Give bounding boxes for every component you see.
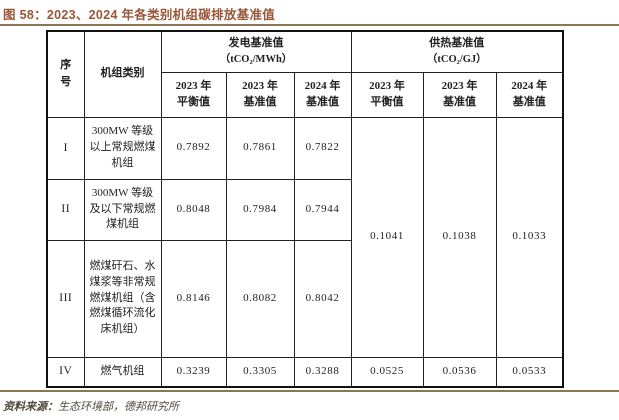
header-cell-index: 序号 xyxy=(46,30,85,118)
value-gen-2023-benchmark: 0.7861 xyxy=(225,116,295,180)
subheader-year: 2023 年 xyxy=(369,79,405,92)
source-text: 生态环境部，德邦研究所 xyxy=(58,401,179,413)
subheader-year: 2024 年 xyxy=(304,79,341,92)
subheader-year: 2023 年 xyxy=(441,79,478,92)
value-gen-2023-benchmark: 0.3305 xyxy=(225,356,295,388)
header-cell-heat-2023-benchmark: 2023 年 基准值 xyxy=(422,71,497,118)
source-note: 资料来源：生态环境部，德邦研究所 xyxy=(3,398,179,414)
header-cell-heating-group: 供热基准值 （tCO₂/GJ） xyxy=(350,30,564,73)
top-rule-line xyxy=(0,24,619,26)
table-row-2: II 300MW 等级及以下常规燃煤机组 0.8048 0.7984 0.794… xyxy=(46,178,563,241)
value-gen-2024-benchmark: 0.7944 xyxy=(293,178,352,241)
subheader-label: 平衡值 xyxy=(370,95,404,108)
table-row-1: I 300MW 等级以上常规燃煤机组 0.7892 0.7861 0.7822 … xyxy=(46,116,564,358)
value-gen-2023-balance: 0.3239 xyxy=(160,356,227,388)
unit-category: 300MW 等级及以下常规燃煤机组 xyxy=(83,178,162,241)
subheader-year: 2024 年 xyxy=(511,79,548,92)
value-gen-2023-benchmark: 0.7984 xyxy=(225,178,295,241)
value-gen-2023-benchmark: 0.8082 xyxy=(225,239,295,358)
subheader-label: 基准值 xyxy=(512,95,546,108)
figure-title: 图 58：2023、2024 年各类别机组碳排放基准值 xyxy=(3,8,276,22)
heating-group-unit: （tCO₂/GJ） xyxy=(426,54,487,66)
value-gen-2023-balance: 0.7892 xyxy=(160,116,227,180)
value-heat-2024-benchmark: 0.0533 xyxy=(495,356,564,388)
subheader-label: 基准值 xyxy=(243,95,277,108)
subheader-label: 基准值 xyxy=(306,95,339,108)
row-index: III xyxy=(46,239,85,358)
row-index: IV xyxy=(46,356,85,388)
unit-category: 300MW 等级以上常规燃煤机组 xyxy=(83,116,162,180)
header-row-years: 2023 年 平衡值 2023 年 基准值 2024 年 基准值 2023 年 … xyxy=(47,71,564,118)
value-gen-2024-benchmark: 0.3288 xyxy=(293,356,352,388)
header-cell-category: 机组类别 xyxy=(83,30,162,118)
value-heat-2023-benchmark: 0.0536 xyxy=(422,356,497,388)
header-row-groups: 序号 机组类别 发电基准值 （tCO₂/MWh） 供热基准值 （tCO₂/GJ） xyxy=(46,30,564,118)
row-index: I xyxy=(46,116,85,180)
header-cell-gen-2023-benchmark: 2023 年 基准值 xyxy=(225,71,295,118)
value-gen-2024-benchmark: 0.7822 xyxy=(293,116,352,180)
header-cell-generation-group: 发电基准值 （tCO₂/MWh） xyxy=(160,30,352,73)
unit-category: 燃气机组 xyxy=(83,356,162,388)
subheader-label: 基准值 xyxy=(443,95,477,108)
value-heat-2023-benchmark-merged: 0.1038 xyxy=(422,116,497,358)
bottom-rule-line xyxy=(0,390,619,392)
subheader-year: 2023 年 xyxy=(242,79,278,92)
header-cell-gen-2023-balance: 2023 年 平衡值 xyxy=(160,71,227,118)
subheader-label: 平衡值 xyxy=(177,95,210,108)
unit-category: 燃煤矸石、水煤浆等非常规燃煤机组（含燃煤循环流化床机组） xyxy=(83,239,162,358)
value-heat-2023-balance: 0.0525 xyxy=(350,356,424,388)
generation-group-title: 发电基准值 xyxy=(228,37,284,50)
subheader-year: 2023 年 xyxy=(175,79,212,92)
header-cell-heat-2023-balance: 2023 年 平衡值 xyxy=(350,71,424,118)
value-gen-2023-balance: 0.8048 xyxy=(160,178,227,241)
value-heat-2024-benchmark-merged: 0.1033 xyxy=(495,116,564,358)
row-index: II xyxy=(46,178,85,241)
header-cell-gen-2024-benchmark: 2024 年 基准值 xyxy=(293,71,352,118)
table-row-3: III 燃煤矸石、水煤浆等非常规燃煤机组（含燃煤循环流化床机组） 0.8146 … xyxy=(46,239,563,358)
header-cell-heat-2024-benchmark: 2024 年 基准值 xyxy=(495,71,564,118)
table-row-4: IV 燃气机组 0.3239 0.3305 0.3288 0.0525 0.05… xyxy=(46,356,564,388)
value-heat-2023-balance-merged: 0.1041 xyxy=(350,116,424,358)
value-gen-2023-balance: 0.8146 xyxy=(160,239,227,358)
generation-group-unit: （tCO₂/MWh） xyxy=(219,54,293,66)
source-label: 资料来源： xyxy=(3,401,58,413)
benchmark-table: 序号 机组类别 发电基准值 （tCO₂/MWh） 供热基准值 （tCO₂/GJ）… xyxy=(46,30,565,388)
header-index-label: 序号 xyxy=(60,58,72,89)
value-gen-2024-benchmark: 0.8042 xyxy=(293,239,352,358)
heating-group-title: 供热基准值 xyxy=(429,37,485,50)
